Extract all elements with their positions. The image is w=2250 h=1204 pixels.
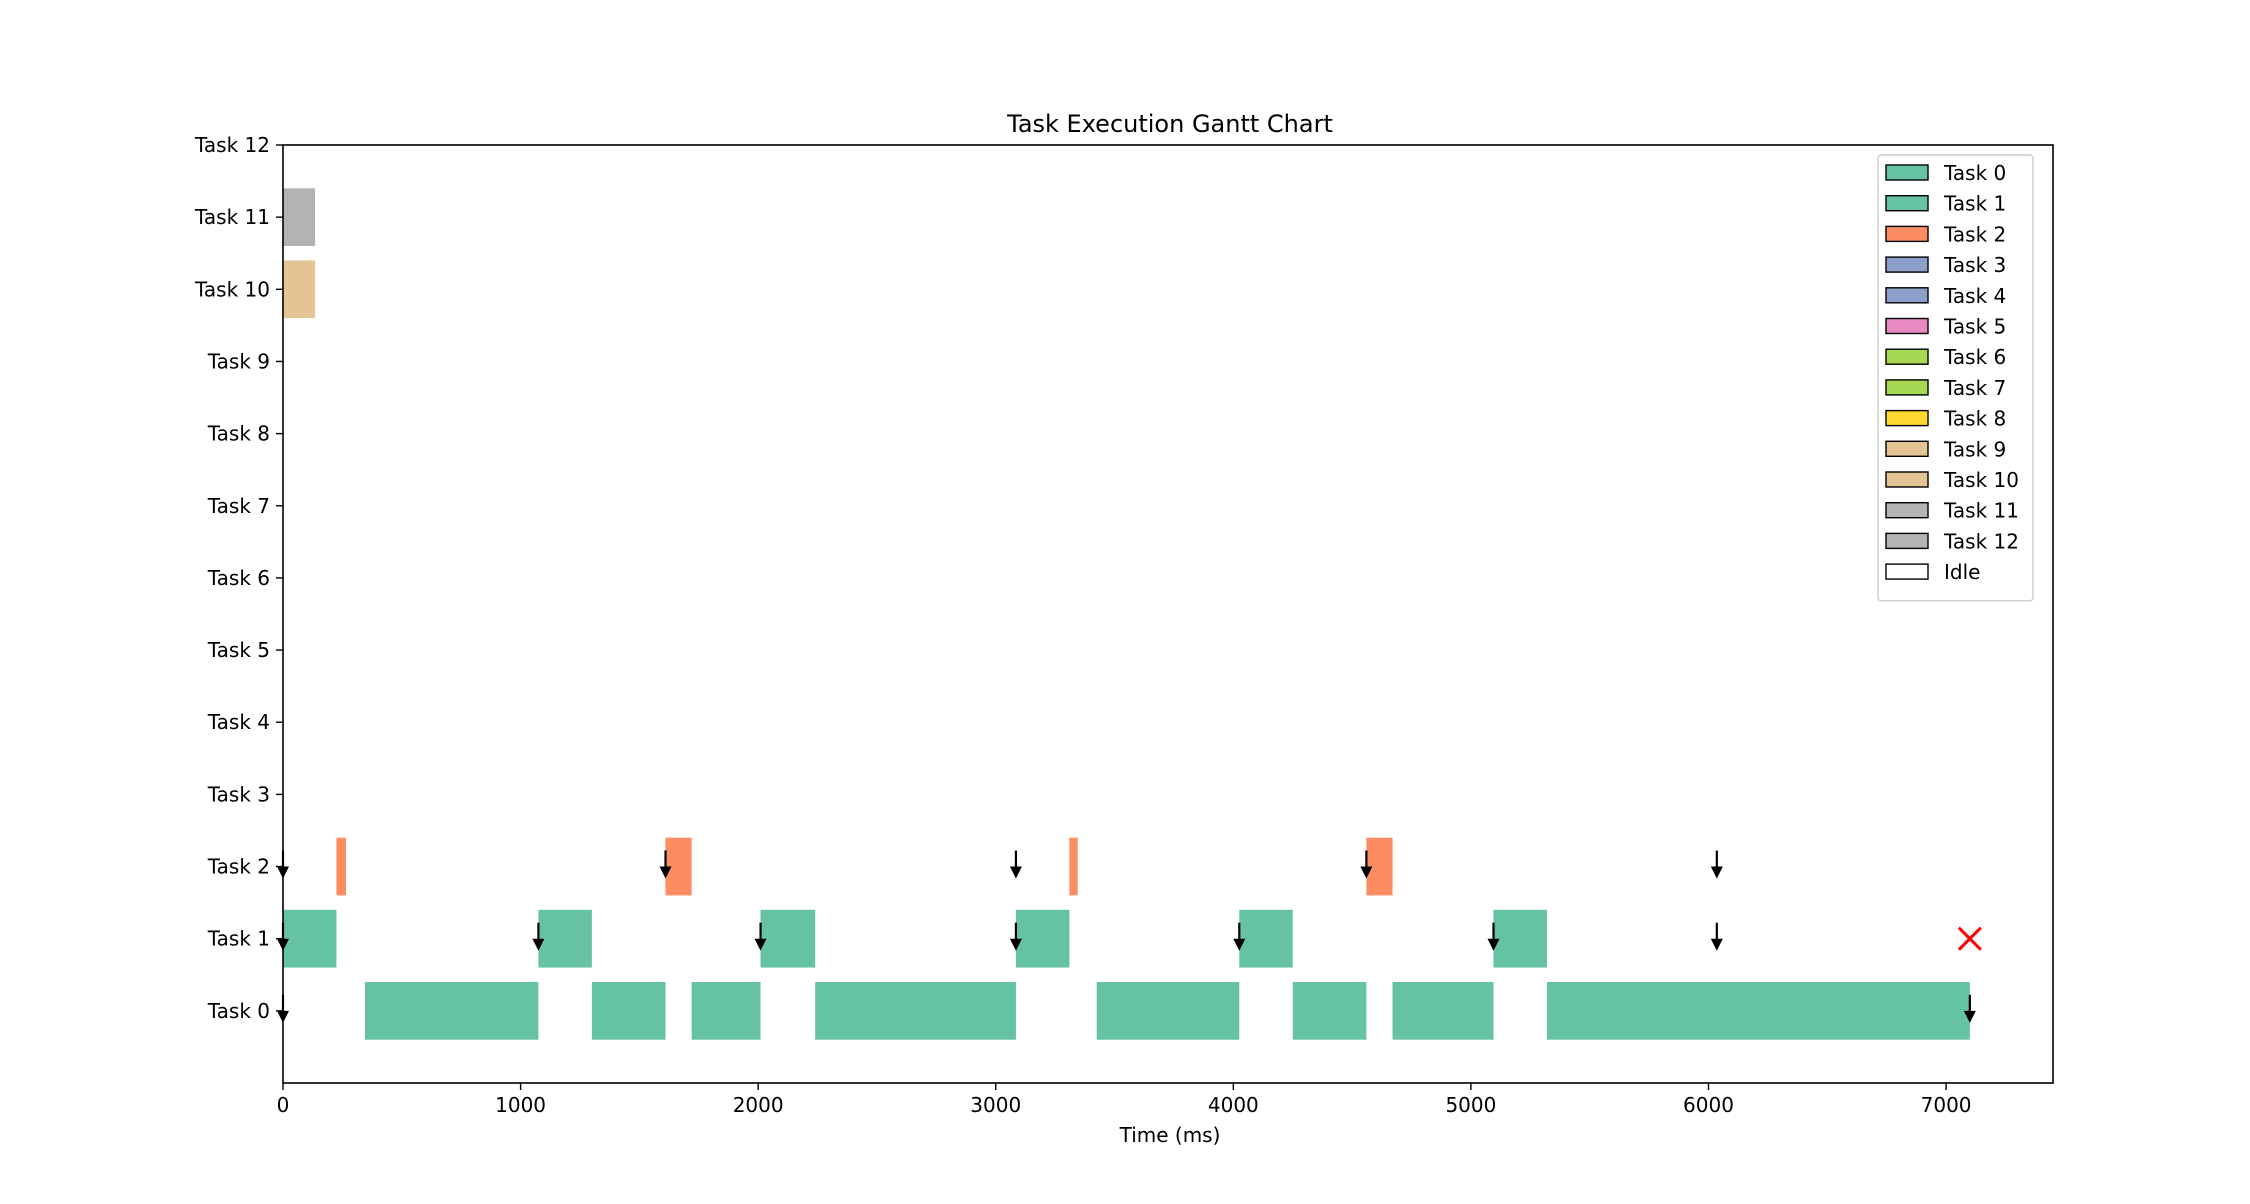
x-tick-label: 4000 (1208, 1093, 1259, 1117)
release-arrow-head (1710, 938, 1723, 951)
legend-label: Task 11 (1943, 499, 2019, 523)
x-tick-label: 7000 (1921, 1093, 1972, 1117)
chart-title: Task Execution Gantt Chart (1006, 110, 1333, 138)
y-tick-label: Task 8 (207, 422, 270, 446)
gantt-bar-task-0 (691, 981, 761, 1040)
release-arrow-head (1487, 938, 1500, 951)
legend-swatch (1885, 471, 1929, 488)
axes-frame (282, 144, 2054, 1084)
y-tick-label: Task 9 (207, 349, 270, 373)
y-tick-label: Task 11 (194, 205, 270, 229)
release-arrow-head (754, 938, 767, 951)
gantt-bar-task-10 (283, 260, 316, 319)
legend-swatch (1885, 317, 1929, 335)
legend-swatch (1885, 256, 1929, 273)
x-tick-label: 5000 (1445, 1093, 1496, 1117)
x-axis-label: Time (ms) (1119, 1123, 1221, 1147)
x-tick-label: 6000 (1683, 1093, 1734, 1117)
gantt-bar-task-1 (1493, 909, 1547, 968)
legend-swatch (1885, 502, 1929, 519)
x-tick-label: 3000 (970, 1093, 1021, 1117)
legend-label: Task 9 (1943, 437, 2006, 461)
y-tick-label: Task 2 (207, 855, 270, 879)
gantt-bar-task-1 (1015, 909, 1070, 968)
release-arrow-head (532, 938, 545, 951)
gantt-bar-task-0 (815, 981, 1016, 1040)
y-tick-label: Task 0 (207, 999, 270, 1023)
gantt-bar-task-1 (538, 909, 592, 968)
legend-swatch (1885, 164, 1929, 181)
gantt-bar-task-0 (1096, 981, 1240, 1040)
legend-swatch (1885, 532, 1929, 550)
legend-label: Task 0 (1943, 161, 2006, 185)
legend-swatch (1885, 563, 1929, 580)
gantt-bar-task-0 (364, 981, 539, 1040)
release-arrow-head (1009, 866, 1022, 879)
release-arrow-head (1009, 938, 1022, 951)
legend-swatch (1885, 287, 1929, 304)
legend-label: Idle (1944, 560, 1980, 584)
y-tick-label: Task 1 (207, 927, 270, 951)
legend-swatch (1885, 379, 1929, 396)
legend-swatch (1885, 409, 1929, 427)
deadline-miss-marker (1957, 926, 1982, 951)
y-tick-label: Task 12 (194, 133, 270, 157)
x-tick-label: 2000 (733, 1093, 784, 1117)
legend: Task 0 Task 1 Task 2 Task 3 Task 4 Task 5 Task… (1877, 154, 2034, 602)
gantt-bar-task-0 (591, 981, 666, 1040)
legend-label: Task 4 (1943, 284, 2006, 308)
y-tick-label: Task 5 (207, 638, 270, 662)
legend-label: Task 3 (1943, 253, 2006, 277)
legend-swatch (1885, 440, 1929, 457)
y-tick-label: Task 4 (207, 710, 270, 734)
release-arrow-head (1710, 866, 1723, 879)
release-arrow-head (1233, 938, 1246, 951)
legend-swatch (1885, 348, 1929, 365)
x-tick-label: 0 (277, 1093, 290, 1117)
legend-label: Task 8 (1943, 407, 2006, 431)
legend-swatch (1885, 194, 1929, 212)
release-arrow-head (659, 866, 672, 879)
gantt-bar-task-0 (1392, 981, 1494, 1040)
gantt-bar-task-1 (283, 909, 337, 968)
y-tick-label: Task 3 (207, 782, 270, 806)
y-tick-label: Task 6 (207, 566, 270, 590)
release-arrow-head (1360, 866, 1373, 879)
legend-swatch (1885, 225, 1929, 243)
legend-label: Task 6 (1943, 345, 2006, 369)
release-arrow-head (1963, 1010, 1976, 1023)
y-tick-label: Task 7 (207, 494, 270, 518)
gantt-bar-task-1 (1239, 909, 1293, 968)
gantt-bar-task-1 (760, 909, 816, 968)
legend-label: Task 1 (1943, 192, 2006, 216)
gantt-bar-task-2 (1069, 837, 1078, 896)
gantt-bar-task-2 (336, 837, 346, 896)
gantt-bar-task-11 (283, 188, 316, 247)
legend-label: Task 12 (1943, 529, 2019, 553)
gantt-bar-task-0 (1546, 981, 1970, 1040)
x-tick-label: 1000 (495, 1093, 546, 1117)
legend-label: Task 7 (1943, 376, 2006, 400)
legend-label: Task 2 (1943, 222, 2006, 246)
legend-label: Task 10 (1943, 468, 2019, 492)
y-tick-label: Task 10 (194, 277, 270, 301)
gantt-bar-task-0 (1292, 981, 1367, 1040)
legend-label: Task 5 (1943, 315, 2006, 339)
